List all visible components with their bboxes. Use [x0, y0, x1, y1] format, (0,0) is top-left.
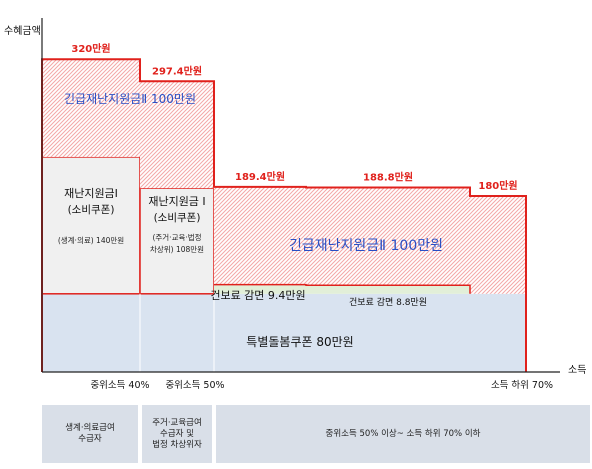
emergency-II-bar-2 [140, 81, 214, 189]
disaster-I-note-1-1: (생계·의료) 140만원 [58, 235, 124, 245]
disaster-I-note-2-1: (주거·교육·법정 [152, 232, 201, 242]
disaster-I-label-2: 재난지원금 Ⅰ [148, 195, 205, 208]
disaster-I-sub-2: (소비쿠폰) [154, 212, 201, 224]
total-label-5: 180만원 [478, 179, 517, 192]
disaster-I-label-1: 재난지원금Ⅰ [64, 187, 118, 200]
care-coupon-label: 특별돌봄쿠폰 80만원 [246, 335, 353, 349]
disaster-I-note-2-2: 차상위) 108만원 [150, 244, 204, 254]
bottom-label-box-3: 중위소득 50% 이상~ 소득 하위 70% 이하 [216, 405, 590, 463]
x-tick-label-1: 중위소득 40% [90, 379, 149, 391]
bottom-label-1: 생계·의료급여 수급자 [65, 423, 115, 444]
emergency-II-bar-1 [42, 59, 140, 157]
total-label-1: 320만원 [71, 42, 110, 55]
emergency-II-bar-3 [214, 186, 306, 285]
total-label-4: 188.8만원 [363, 170, 413, 183]
x-axis-label: 소득 [568, 364, 586, 376]
emergency-II-bar-5 [470, 196, 526, 294]
x-tick-label-2: 중위소득 50% [165, 379, 224, 391]
care-coupon-band [42, 293, 526, 372]
bottom-label-box-1: 생계·의료급여 수급자 [42, 405, 138, 463]
disaster-I-sub-1: (소비쿠폰) [68, 204, 115, 216]
insurance-cut-label-2: 건보료 감면 8.8만원 [349, 296, 427, 308]
insurance-cut-bar-3 [214, 284, 306, 294]
bottom-label-3: 중위소득 50% 이상~ 소득 하위 70% 이하 [325, 428, 481, 439]
insurance-outline [214, 283, 471, 294]
disaster-I-bar-1 [41, 156, 141, 295]
total-label-3: 189.4만원 [235, 170, 285, 183]
y-axis-label: 수혜금액 [4, 25, 41, 37]
insurance-cut-label-1: 건보료 감면 9.4만원 [210, 289, 305, 302]
total-label-2: 297.4만원 [152, 64, 202, 77]
bottom-label-box-2: 주거·교육급여 수급자 및 법정 차상위자 [142, 405, 212, 463]
disaster-I-bar-2 [139, 187, 215, 295]
bottom-label-2: 주거·교육급여 수급자 및 법정 차상위자 [152, 417, 202, 450]
total-outline [41, 58, 527, 372]
emergency-II-label-1: 긴급재난지원금Ⅱ 100만원 [64, 92, 196, 106]
emergency-II-bar-4 [306, 187, 470, 286]
emergency-II-label-2: 긴급재난지원금Ⅱ 100만원 [289, 238, 443, 254]
insurance-cut-bar-4 [306, 285, 470, 294]
x-tick-label-3: 소득 하위 70% [491, 379, 553, 391]
